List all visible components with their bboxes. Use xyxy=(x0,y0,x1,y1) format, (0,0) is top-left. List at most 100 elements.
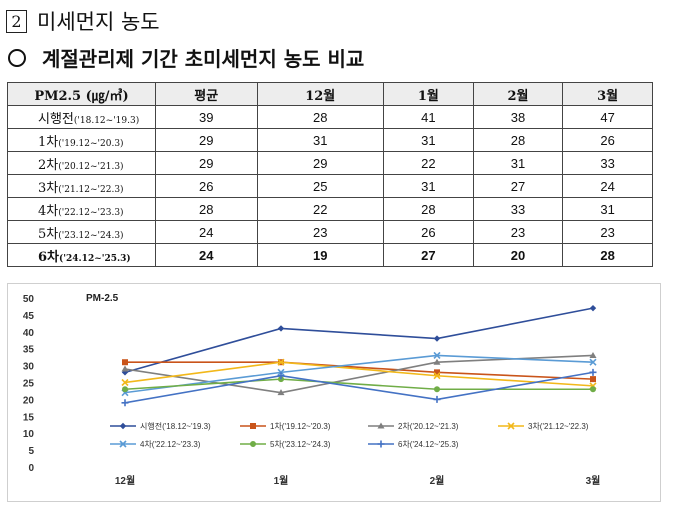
data-point xyxy=(433,358,441,365)
table-header-row: PM2.5 (㎍/㎥) 평균 12월 1월 2월 3월 xyxy=(7,82,653,106)
data-point xyxy=(377,422,385,429)
x-tick-label: 3월 xyxy=(586,475,601,487)
legend-label: 6차('24.12~'25.3) xyxy=(398,440,459,449)
data-point xyxy=(433,395,441,403)
table-cell: 38 xyxy=(472,105,564,129)
table-header-cell: 12월 xyxy=(256,82,384,106)
series-line xyxy=(124,307,594,374)
chart-panel: 0 5 10 15 20 25 30 35 40 45 50 시행전('18.12~'19.3) 1차… xyxy=(7,283,661,502)
section-heading: 2 미세먼지 농도 xyxy=(6,6,160,36)
series-line xyxy=(124,354,594,394)
table-cell: 28 xyxy=(383,197,474,221)
table-cell: 28 xyxy=(562,243,653,267)
x-tick-label: 2월 xyxy=(430,475,445,487)
row-label: 4차('22.12~'23.3) xyxy=(7,197,156,221)
table-cell: 23 xyxy=(562,220,653,244)
data-point xyxy=(119,440,127,448)
legend-label: 2차('20.12~'21.3) xyxy=(398,422,459,431)
row-label-period: ('21.12~'22.3) xyxy=(58,184,124,195)
table-cell: 22 xyxy=(383,151,474,175)
section-number: 2 xyxy=(6,9,27,33)
data-point xyxy=(277,389,285,396)
data-point xyxy=(122,359,128,366)
y-tick-label: 5 xyxy=(28,446,34,457)
data-point xyxy=(122,386,128,393)
legend-label: 5차('23.12~'24.3) xyxy=(270,440,331,449)
table-cell: 28 xyxy=(472,128,564,152)
table-cell: 41 xyxy=(383,105,474,129)
data-point xyxy=(589,358,597,366)
y-tick-label: 35 xyxy=(23,345,35,356)
y-tick-label: 10 xyxy=(23,429,35,440)
data-point xyxy=(590,386,596,393)
row-label-period: ('23.12~'24.3) xyxy=(58,230,124,241)
row-label-name: 3차 xyxy=(38,180,59,196)
data-point xyxy=(507,422,515,430)
row-label: 3차('21.12~'22.3) xyxy=(7,174,156,198)
legend-label: 3차('21.12~'22.3) xyxy=(528,422,589,431)
table-row: 6차('24.12~'25.3) 24 19 27 20 28 xyxy=(7,243,653,267)
table-row: 시행전('18.12~'19.3) 39 28 41 38 47 xyxy=(7,105,653,129)
row-label-name: 5차 xyxy=(38,226,59,242)
y-tick-label: 0 xyxy=(28,463,34,474)
row-label-period: ('19.12~'20.3) xyxy=(58,138,124,149)
table-cell: 22 xyxy=(256,197,384,221)
legend-label: 1차('19.12~'20.3) xyxy=(270,422,331,431)
table-cell: 29 xyxy=(256,151,384,175)
data-point xyxy=(433,335,441,342)
table-cell: 29 xyxy=(155,128,258,152)
table-cell: 26 xyxy=(383,220,474,244)
legend-label: 4차('22.12~'23.3) xyxy=(140,440,201,449)
row-label: 6차('24.12~'25.3) xyxy=(7,243,156,267)
data-point xyxy=(434,369,440,376)
data-point xyxy=(121,365,129,372)
table-cell: 31 xyxy=(383,128,474,152)
data-point xyxy=(121,399,129,407)
circle-bullet-icon xyxy=(8,48,26,67)
table-cell: 19 xyxy=(256,243,384,267)
pm25-table: PM2.5 (㎍/㎥) 평균 12월 1월 2월 3월 시행전('18.12~'… xyxy=(7,82,653,267)
row-label: 시행전('18.12~'19.3) xyxy=(7,105,156,129)
series-line xyxy=(124,361,594,387)
section-title: 미세먼지 농도 xyxy=(37,10,160,34)
row-label: 5차('23.12~'24.3) xyxy=(7,220,156,244)
table-cell: 28 xyxy=(256,105,384,129)
row-label-period: ('24.12~'25.3) xyxy=(59,253,131,264)
data-point xyxy=(433,372,441,380)
row-label-period: ('18.12~'19.3) xyxy=(73,115,140,126)
table-cell: 31 xyxy=(472,151,564,175)
table-row: 4차('22.12~'23.3) 28 22 28 33 31 xyxy=(7,197,653,221)
data-point xyxy=(434,386,440,393)
table-header-cell: 평균 xyxy=(155,82,258,106)
table-header-cell: 3월 xyxy=(562,82,653,106)
row-label: 2차('20.12~'21.3) xyxy=(7,151,156,175)
table-cell: 33 xyxy=(472,197,564,221)
data-point xyxy=(277,358,285,366)
table-cell: 26 xyxy=(562,128,653,152)
row-label-name: 4차 xyxy=(38,203,59,219)
row-label-period: ('22.12~'23.3) xyxy=(58,207,124,218)
y-tick-label: 40 xyxy=(23,328,35,339)
data-point xyxy=(250,441,256,447)
table-cell: 39 xyxy=(155,105,258,129)
data-point xyxy=(277,325,285,332)
table-cell: 24 xyxy=(562,174,653,198)
table-cell: 23 xyxy=(256,220,384,244)
series-line xyxy=(124,371,594,404)
row-label-period: ('20.12~'21.3) xyxy=(58,161,124,172)
data-point xyxy=(590,376,596,383)
series-line xyxy=(124,378,593,391)
table-cell: 27 xyxy=(383,243,474,267)
table-row: 3차('21.12~'22.3) 26 25 31 27 24 xyxy=(7,174,653,198)
series-line xyxy=(125,361,594,380)
table-header-cell: 2월 xyxy=(472,82,564,106)
table-row: 1차('19.12~'20.3) 29 31 31 28 26 xyxy=(7,128,653,152)
table-row: 2차('20.12~'21.3) 29 29 22 31 33 xyxy=(7,151,653,175)
table-header-cell: PM2.5 (㎍/㎥) xyxy=(7,82,156,106)
table-cell: 25 xyxy=(256,174,384,198)
data-point xyxy=(277,372,285,380)
subsection-heading: 계절관리제 기간 초미세먼지 농도 비교 xyxy=(8,43,364,72)
data-point xyxy=(121,378,129,387)
data-point xyxy=(119,422,127,430)
table-cell: 24 xyxy=(155,220,258,244)
